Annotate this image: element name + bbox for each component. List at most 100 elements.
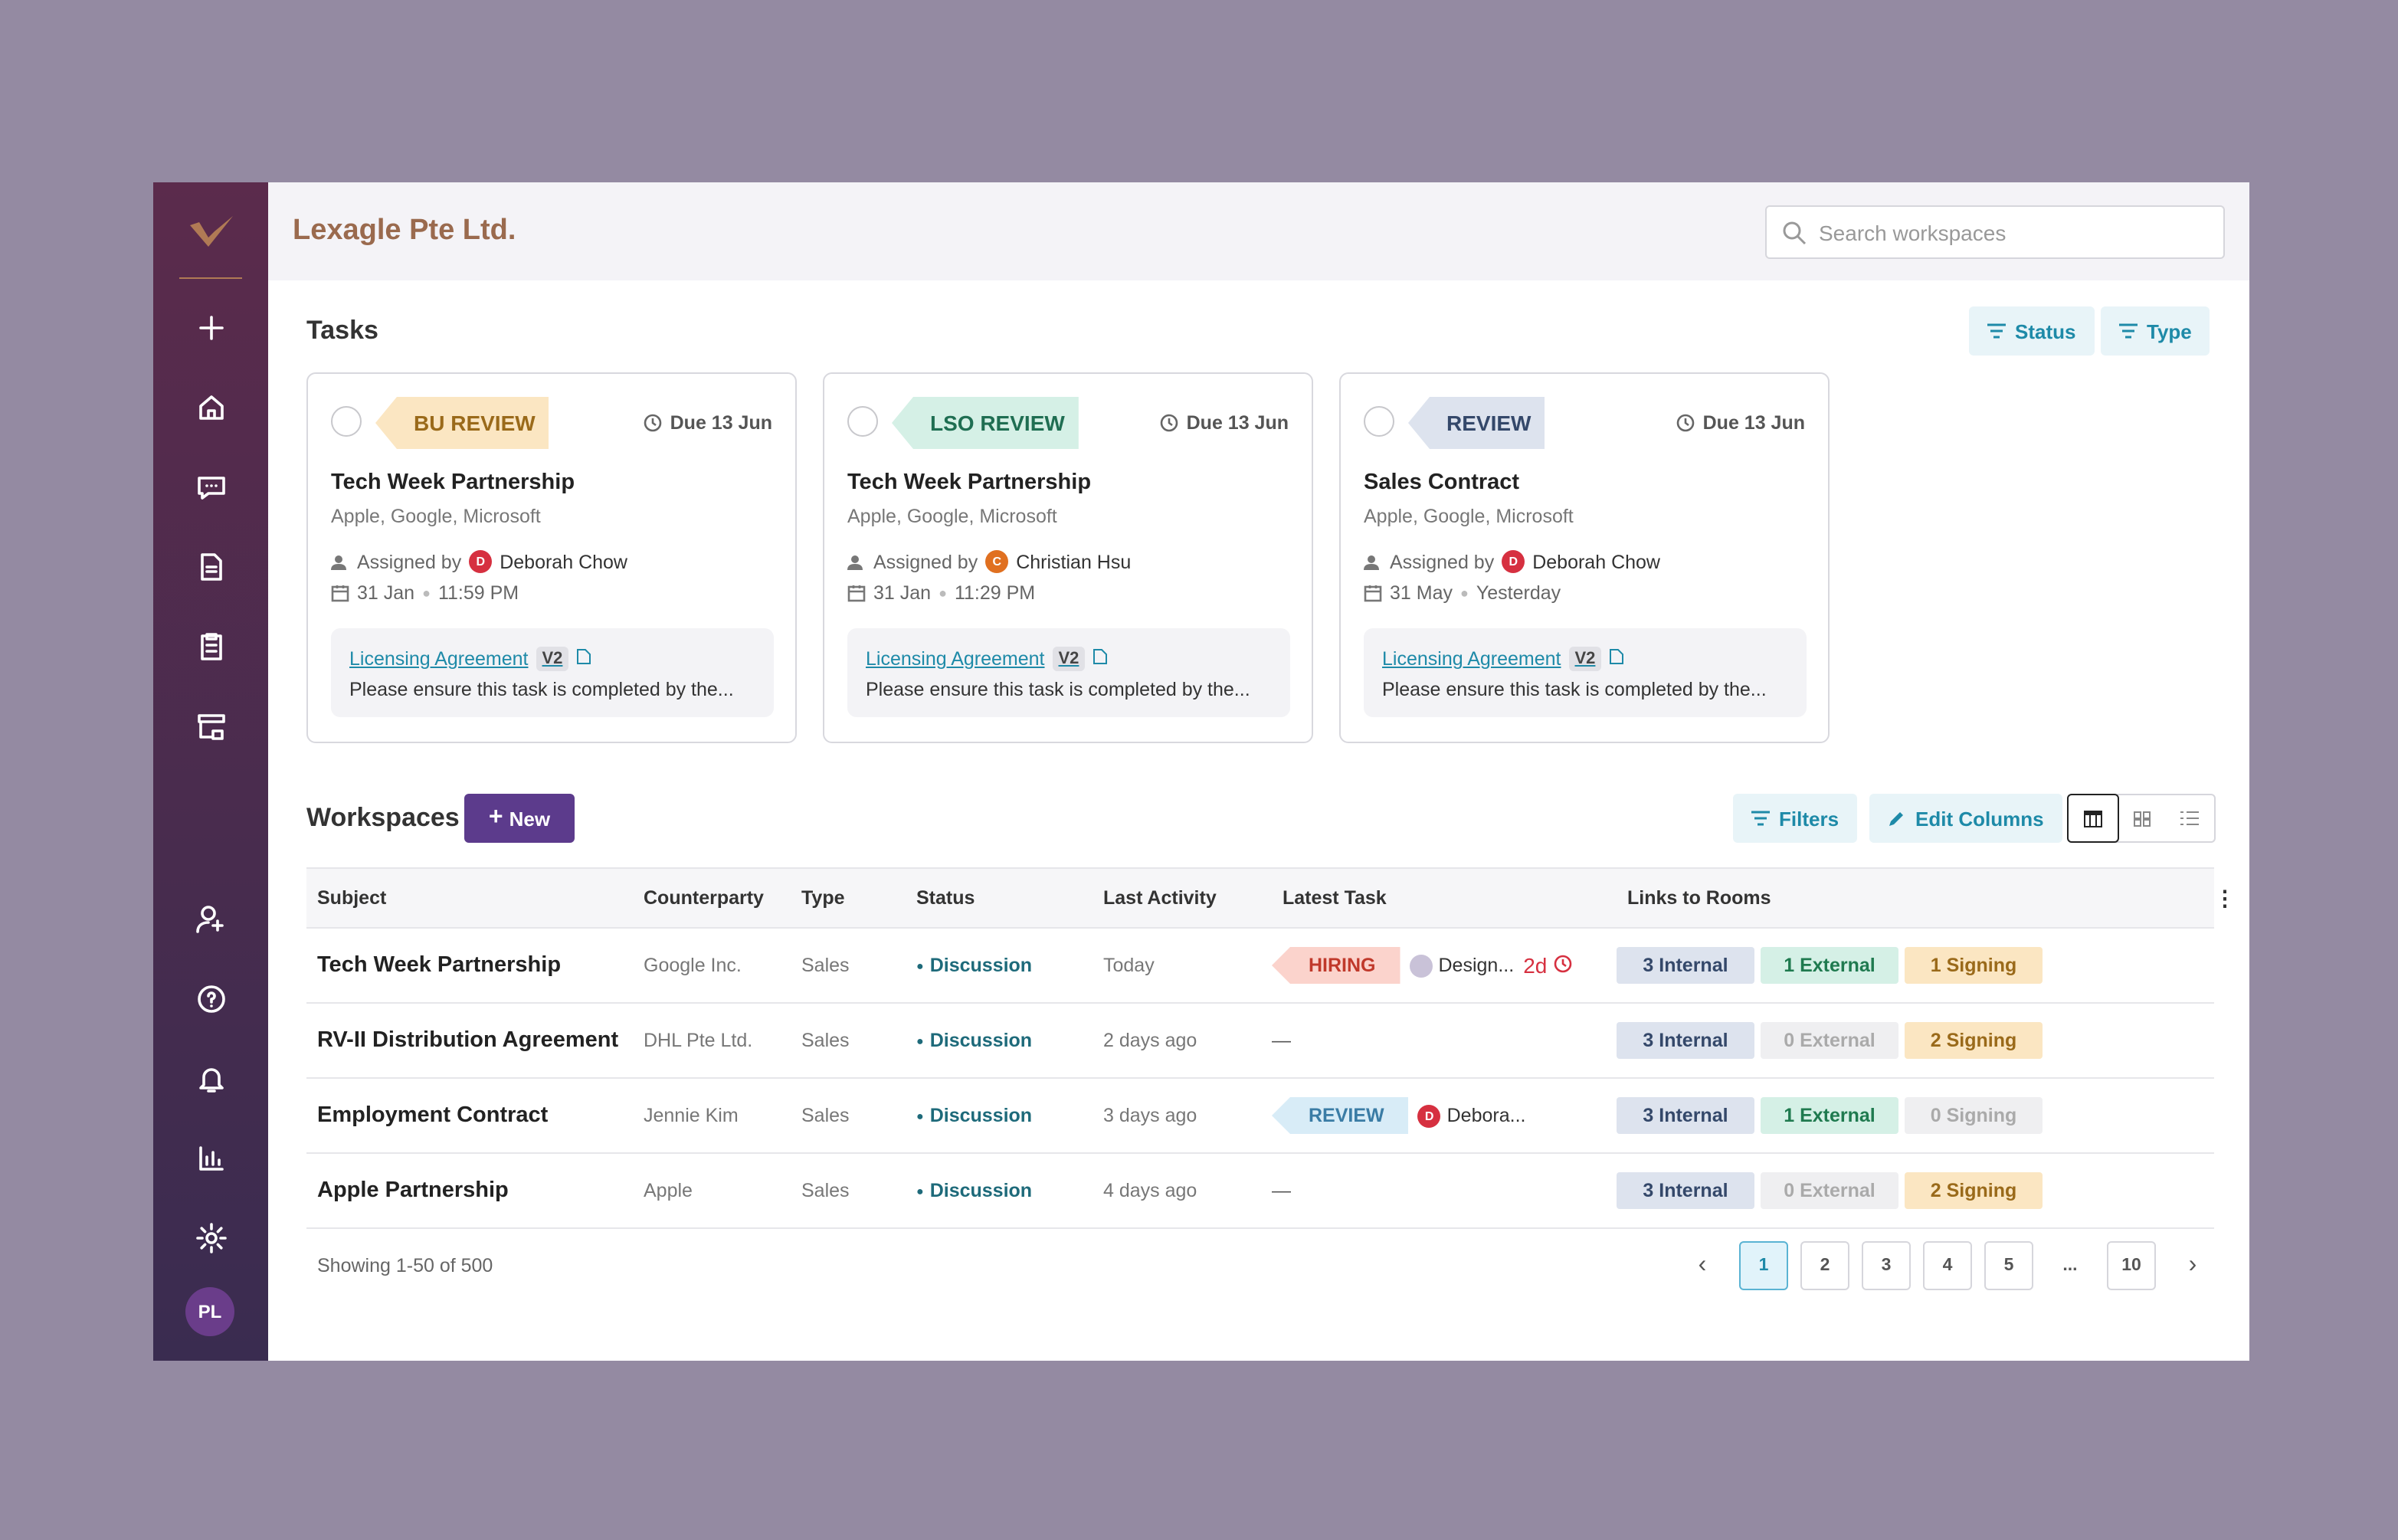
status: Discussion (929, 1030, 1033, 1051)
clock-icon (644, 414, 662, 432)
counterparty: Jennie Kim (644, 1105, 739, 1126)
room-link[interactable]: 3 Internal (1617, 1097, 1754, 1134)
dot: ● (939, 585, 947, 601)
help-icon[interactable] (195, 982, 228, 1016)
page-button[interactable]: ... (2062, 1257, 2078, 1275)
doc-name: Licensing Agreement (1382, 648, 1561, 670)
task-title: Sales Contract (1364, 470, 1520, 495)
doc-name: Licensing Agreement (866, 648, 1045, 670)
room-link[interactable]: 2 Signing (1905, 1172, 2043, 1209)
room-link[interactable]: 3 Internal (1617, 947, 1754, 984)
table-row[interactable]: Tech Week Partnership Google Inc. Sales ● Di… (306, 929, 2214, 1004)
table-row[interactable]: Apple Partnership Apple Sales ● Discussion 4 … (306, 1154, 2214, 1229)
chat-icon[interactable] (195, 470, 228, 504)
page-button[interactable]: 4 (1923, 1241, 1972, 1290)
note-text: Please ensure this task is completed by … (1382, 679, 1767, 700)
checkbox[interactable] (1364, 406, 1394, 437)
checkbox[interactable] (847, 406, 878, 437)
page-button[interactable]: 1 (1739, 1241, 1788, 1290)
room-link[interactable]: 0 Signing (1905, 1097, 2043, 1134)
search-box[interactable]: Search workspaces (1765, 205, 2225, 259)
assignee-avatar: D (1502, 550, 1525, 573)
task-tag: HIRING (1272, 947, 1400, 984)
no-task: — (1272, 1030, 1291, 1051)
status-dot: ● (916, 1034, 924, 1047)
room-link[interactable]: 1 External (1761, 947, 1898, 984)
type: Sales (801, 955, 850, 976)
next-page[interactable]: › (2188, 1252, 2197, 1278)
label: New (509, 807, 551, 830)
new-button[interactable]: + New (464, 794, 575, 843)
task-card[interactable]: REVIEW Due 13 Jun Sales Contract Apple, Goo… (1339, 372, 1830, 743)
page-button[interactable]: 3 (1862, 1241, 1911, 1290)
page-button[interactable]: 5 (1984, 1241, 2033, 1290)
home-icon[interactable] (195, 391, 228, 424)
document-link[interactable]: Licensing Agreement V2 (1382, 647, 1624, 671)
cell: Today (1093, 955, 1272, 976)
grid-view[interactable] (2117, 795, 2165, 841)
assignee: Deborah Chow (1532, 551, 1660, 572)
task-card[interactable]: LSO REVIEW Due 13 Jun Tech Week Partnershi… (823, 372, 1313, 743)
notifications-icon[interactable] (195, 1062, 228, 1096)
date: 31 May (1390, 582, 1453, 604)
document-icon[interactable] (195, 550, 228, 584)
no-task: — (1272, 1180, 1291, 1201)
subject: Employment Contract (317, 1103, 549, 1128)
tasks-icon[interactable] (195, 630, 228, 664)
note-text: Please ensure this task is completed by … (349, 679, 734, 700)
filter-button[interactable]: Status (1969, 306, 2095, 356)
edit-columns-button[interactable]: Edit Columns (1869, 794, 2062, 843)
table-row[interactable]: Employment Contract Jennie Kim Sales ● Discu… (306, 1079, 2214, 1154)
room-link[interactable]: 2 Signing (1905, 1022, 2043, 1059)
cell: DHL Pte Ltd. (633, 1030, 791, 1051)
document-link[interactable]: Licensing Agreement V2 (866, 647, 1108, 671)
status: Discussion (929, 1105, 1033, 1126)
last-activity: 2 days ago (1103, 1030, 1197, 1051)
table-view[interactable] (2067, 794, 2119, 843)
search-placeholder: Search workspaces (1819, 220, 2007, 244)
sidebar: PL (153, 182, 268, 1361)
checkbox[interactable] (331, 406, 362, 437)
page-button[interactable]: 2 (1800, 1241, 1849, 1290)
room-link[interactable]: 1 Signing (1905, 947, 2043, 984)
window: PL Lexagle Pte Ltd. Search workspaces Ta… (153, 182, 2249, 1361)
column-header: Status (916, 887, 975, 909)
task-card[interactable]: BU REVIEW Due 13 Jun Tech Week Partnership… (306, 372, 797, 743)
assignee-avatar (1409, 954, 1433, 977)
status-dot: ● (916, 1109, 924, 1122)
document-link[interactable]: Licensing Agreement V2 (349, 647, 591, 671)
due-date: Due 13 Jun (1677, 412, 1805, 434)
filters-button[interactable]: Filters (1733, 794, 1858, 843)
room-link[interactable]: 1 External (1761, 1097, 1898, 1134)
add-user-icon[interactable] (195, 903, 228, 936)
cell: 3 Internal 1 External 1 Signing (1617, 947, 2214, 984)
analytics-icon[interactable] (195, 1142, 228, 1175)
room-link[interactable]: 3 Internal (1617, 1022, 1754, 1059)
room-link[interactable]: 3 Internal (1617, 1172, 1754, 1209)
room-link[interactable]: 0 External (1761, 1172, 1898, 1209)
filter-icon (1751, 811, 1770, 826)
user-avatar[interactable]: PL (185, 1287, 234, 1336)
more-menu[interactable]: ⋮ (2214, 885, 2236, 909)
header: Lexagle Pte Ltd. Search workspaces (268, 182, 2249, 280)
task-tag: REVIEW (1408, 397, 1545, 449)
due-text: Due 13 Jun (1186, 412, 1289, 434)
section-title: Workspaces (306, 803, 460, 832)
prev-page[interactable]: ‹ (1698, 1252, 1707, 1278)
room-link[interactable]: 0 External (1761, 1022, 1898, 1059)
add-icon[interactable] (195, 311, 228, 345)
archive-icon[interactable] (195, 709, 228, 743)
filter-button[interactable]: Type (2101, 306, 2210, 356)
status: Discussion (929, 955, 1033, 976)
assignee-avatar: D (469, 550, 493, 573)
page-button[interactable]: 10 (2107, 1241, 2156, 1290)
assigned-label: Assigned by (873, 551, 978, 572)
task-parties: Apple, Google, Microsoft (847, 506, 1057, 527)
table-row[interactable]: RV-II Distribution Agreement DHL Pte Ltd.… (306, 1004, 2214, 1079)
label: Type (2147, 319, 2192, 342)
overdue-icon (1553, 954, 1571, 977)
view-switcher (2067, 794, 2216, 843)
settings-icon[interactable] (195, 1221, 228, 1255)
list-view[interactable] (2166, 795, 2214, 841)
